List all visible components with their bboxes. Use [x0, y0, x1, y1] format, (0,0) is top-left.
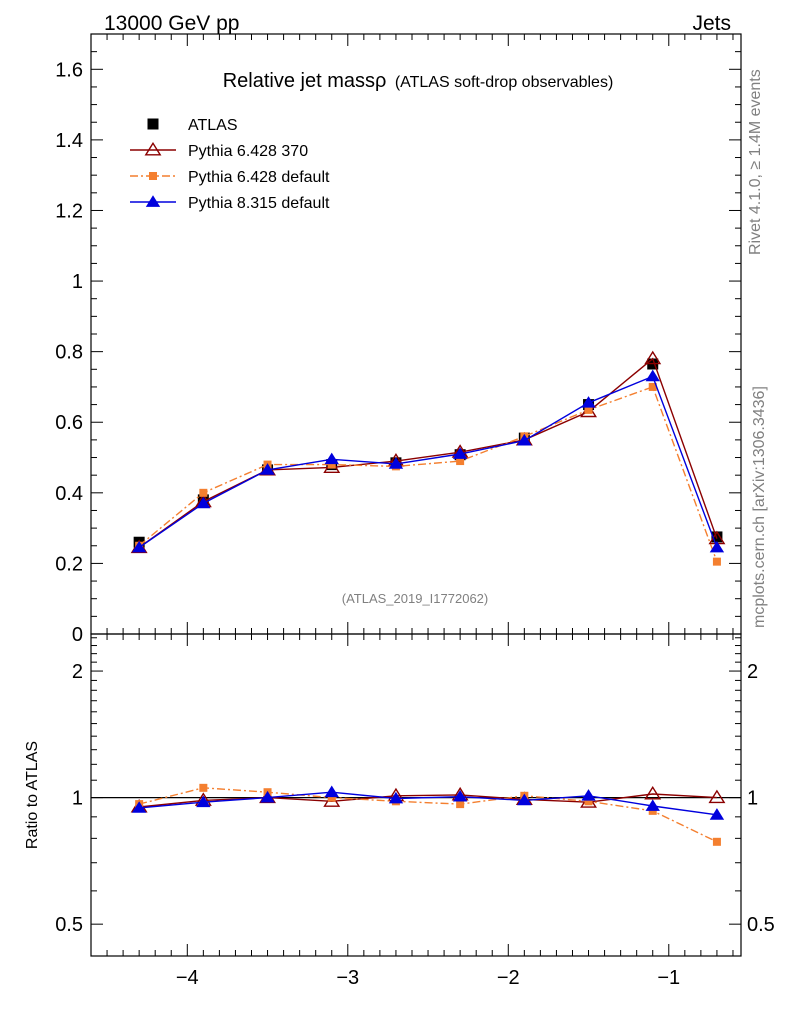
main-plot: 0 0.2 0.4 0.6 0.8 1 1.2 1.4 1.6: [55, 33, 742, 646]
main-series-3: [131, 369, 725, 553]
legend-label-0: ATLAS: [188, 117, 238, 134]
ratio-ytick-label-right: 0.5: [747, 914, 775, 936]
ratio-point-2-1: [196, 795, 211, 808]
ratio-ytick-label-left: 0.5: [55, 914, 83, 936]
x-tick-label: −1: [657, 967, 680, 989]
main-ytick-label: 0.8: [55, 342, 83, 364]
legend-marker-2: [149, 172, 157, 180]
ratio-plot: 0.5 0.5 1 1 2 2 −4 −3 −2 −1: [55, 633, 775, 989]
ratio-series-line-1: [138, 787, 718, 843]
ratio-point-2-8: [645, 799, 660, 811]
main-ytick-label: 0.4: [55, 483, 83, 505]
side-label-mcplots: mcplots.cern.ch [arXiv:1306.3436]: [751, 386, 768, 628]
legend-label-3: Pythia 8.315 default: [188, 195, 330, 212]
side-label-rivet: Rivet 4.1.0, ≥ 1.4M events: [747, 69, 764, 255]
ratio-ytick-label-left: 2: [72, 661, 83, 683]
main-point-2-7: [584, 405, 593, 414]
main-ytick-label: 1.4: [55, 130, 83, 152]
main-point-1-8: [644, 350, 662, 365]
main-ytick-label: 0: [72, 624, 83, 646]
x-tick-label: −2: [497, 967, 520, 989]
ratio-frame: [90, 633, 742, 957]
main-series-1: [130, 350, 726, 554]
main-point-3-1: [196, 496, 211, 509]
ratio-series-1: [135, 783, 721, 846]
header-left: 13000 GeV pp: [104, 12, 239, 35]
main-series-line-2: [138, 386, 718, 562]
main-ytick-label: 1.2: [55, 200, 83, 222]
ratio-point-1-5: [456, 800, 465, 809]
main-point-3-4: [388, 457, 404, 469]
main-series-0: [133, 358, 723, 548]
ratio-ytick-label-right: 2: [747, 661, 758, 683]
legend-label-2: Pythia 6.428 default: [188, 169, 330, 186]
ratio-point-1-1: [199, 783, 208, 792]
legend-entry-3: Pythia 8.315 default: [130, 195, 330, 212]
title-sub: (ATLAS soft-drop observables): [395, 74, 613, 91]
main-point-3-5: [452, 447, 468, 459]
main-series-line-3: [138, 375, 718, 549]
ratio-point-2-9: [709, 808, 725, 820]
main-point-3-8: [645, 369, 660, 382]
x-tick-label: −3: [336, 967, 359, 989]
svg-text:Relative jet massρ (ATLA: Relative jet massρ (ATLAS soft-drop obse…: [223, 70, 614, 92]
main-point-3-7: [581, 396, 596, 408]
main-ytick-label: 0.6: [55, 412, 83, 434]
legend-entry-2: Pythia 6.428 default: [130, 169, 330, 186]
main-point-3-9: [709, 540, 725, 553]
ratio-point-2-5: [452, 790, 468, 802]
ratio-point-2-3: [324, 785, 339, 798]
legend-marker-0: [147, 118, 159, 130]
main-plot-title: Relative jet massρ (ATLAS soft-drop obse…: [223, 70, 614, 92]
ratio-series-line-0: [139, 793, 717, 808]
ratio-point-0-8: [644, 785, 662, 800]
ratio-point-2-4: [388, 791, 404, 804]
header-right: Jets: [692, 12, 731, 35]
main-point-3-6: [517, 433, 532, 446]
ratio-ytick-label-right: 1: [747, 788, 758, 810]
main-point-3-2: [260, 463, 275, 475]
main-point-2-1: [199, 488, 208, 497]
main-point-2-5: [456, 457, 465, 466]
ratio-y-axis-label: Ratio to ATLAS: [24, 741, 41, 849]
legend: ATLAS Pythia 6.428 370 Pythia 6.428 defaul…: [130, 117, 330, 212]
ratio-point-1-3: [327, 793, 336, 802]
legend-entry-0: ATLAS: [147, 117, 238, 134]
main-series-line-1: [138, 357, 718, 549]
ratio-point-1-7: [584, 797, 593, 806]
main-point-2-9: [712, 557, 721, 566]
main-series-2: [135, 382, 721, 566]
main-ytick-label: 0.2: [55, 553, 83, 575]
main-point-2-3: [327, 460, 336, 469]
main-point-2-8: [648, 382, 657, 391]
analysis-watermark: (ATLAS_2019_I1772062): [342, 591, 488, 606]
legend-marker-3: [145, 195, 161, 207]
ratio-point-2-0: [131, 801, 147, 813]
ratio-point-2-7: [581, 789, 596, 801]
legend-marker-1: [144, 141, 162, 156]
ratio-point-2-6: [517, 793, 532, 806]
title-main: Relative jet massρ: [223, 70, 387, 92]
main-point-3-3: [324, 452, 339, 465]
ratio-point-0-9: [708, 789, 726, 804]
ratio-series-2: [131, 785, 725, 820]
ratio-point-2-2: [260, 790, 275, 803]
main-ytick-label: 1.6: [55, 59, 83, 81]
ratio-series-line-2: [139, 791, 717, 816]
main-ytick-label: 1: [72, 271, 83, 293]
ratio-point-1-9: [712, 837, 721, 846]
main-point-3-0: [131, 540, 147, 553]
ratio-ytick-label-left: 1: [72, 788, 83, 810]
legend-entry-1: Pythia 6.428 370: [130, 141, 308, 160]
x-tick-label: −4: [176, 967, 199, 989]
legend-label-1: Pythia 6.428 370: [188, 143, 308, 160]
